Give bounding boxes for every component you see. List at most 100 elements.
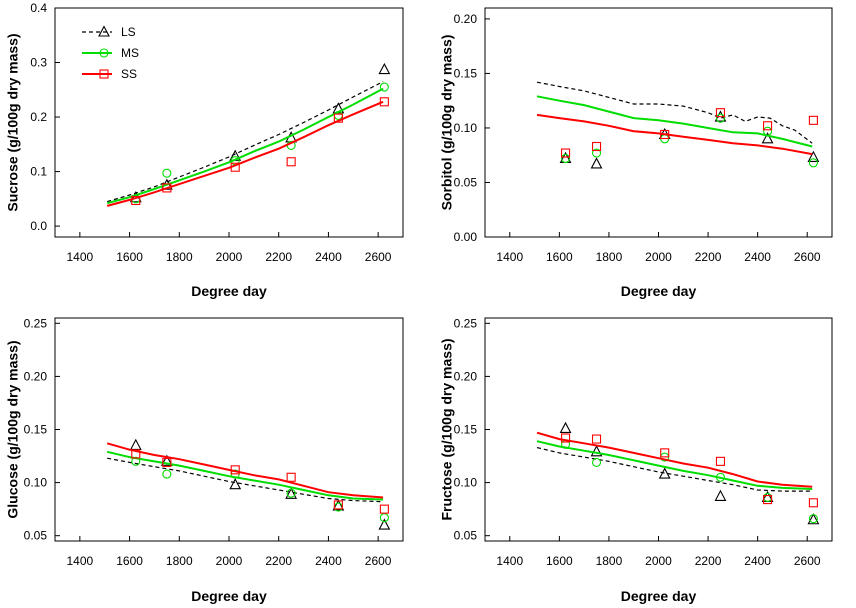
legend-label-ss: SS	[121, 67, 137, 81]
data-point-ss	[230, 465, 240, 475]
y-tick-label: 0.15	[454, 66, 478, 80]
x-tick-label: 1800	[166, 250, 193, 264]
x-tick-label: 1800	[166, 554, 193, 568]
data-point-ss	[591, 434, 602, 444]
chart-panel-2: 1400 1600 1800 2000 2200 2400 2600 0.00 0.05 0.10…	[439, 7, 833, 299]
y-axis-title: Sorbitol (g/100g dry mass)	[439, 35, 455, 211]
data-point-ms	[162, 469, 172, 479]
data-point-ss	[808, 115, 818, 125]
y-tick-label: 0.20	[454, 12, 478, 26]
data-point-ls	[160, 454, 173, 466]
data-point-ss	[131, 195, 141, 206]
chart-panel-3: 1400 1600 1800 2000 2200 2400 2600 0.05 0.10 0.15…	[5, 316, 404, 604]
series-line-ls	[536, 81, 813, 144]
data-point-ss	[715, 456, 726, 466]
data-point-ms	[591, 148, 602, 158]
data-point-ms	[763, 126, 773, 136]
y-tick-label: 0.4	[30, 1, 47, 15]
y-tick-label: 0.10	[24, 476, 48, 490]
data-point-ms	[131, 456, 141, 466]
series-line-ms	[106, 450, 384, 501]
data-point-ss	[379, 97, 389, 107]
data-point-ms	[286, 488, 296, 498]
x-tick-label: 2400	[315, 554, 342, 568]
data-point-ss	[162, 183, 172, 193]
data-point-ls	[807, 513, 820, 525]
y-tick-label: 0.2	[30, 110, 47, 124]
x-tick-label: 2600	[794, 554, 821, 568]
x-tick-label: 1400	[67, 554, 94, 568]
series-line-ss	[536, 113, 813, 156]
data-point-ms	[715, 472, 726, 482]
data-point-ss	[660, 129, 670, 140]
y-axis-title: Fructose (g/100g dry mass)	[439, 338, 455, 520]
x-tick-label: 2400	[315, 250, 342, 264]
data-point-ss	[660, 448, 670, 458]
data-point-ls	[332, 499, 345, 511]
data-point-ls	[590, 157, 603, 169]
data-point-ls	[378, 62, 391, 75]
data-point-ms	[162, 168, 172, 178]
legend-label-ms: MS	[121, 46, 139, 60]
data-point-ss	[808, 498, 818, 508]
chart-panel-1: 1400 1600 1800 2000 2200 2400 2600 0.0 0.1 0.2 0.3…	[5, 1, 404, 299]
data-point-ls	[378, 518, 391, 530]
series-line-ls	[107, 81, 384, 203]
data-point-ms	[561, 153, 571, 164]
y-tick-label: 0.25	[454, 316, 478, 330]
data-point-ss	[561, 433, 571, 443]
x-tick-label: 1600	[116, 250, 143, 264]
data-point-ms	[715, 113, 726, 123]
series-line-ss	[106, 442, 384, 499]
plot-frame	[484, 317, 833, 542]
data-point-ss	[763, 495, 773, 505]
plot-frame	[484, 7, 833, 238]
x-tick-label: 1600	[116, 554, 143, 568]
data-point-ms	[808, 514, 818, 524]
y-axis-title: Sucrose (g/100g dry mass)	[5, 33, 21, 211]
data-point-ms	[808, 158, 818, 168]
x-tick-label: 2200	[695, 554, 722, 568]
x-tick-label: 2000	[216, 250, 243, 264]
data-point-ss	[131, 449, 141, 459]
x-axis-title: Degree day	[621, 283, 697, 299]
chart-panel-4: 1400 1600 1800 2000 2200 2400 2600 0.05 0.10 0.15…	[439, 316, 833, 604]
x-axis-title: Degree day	[191, 283, 267, 299]
y-axis-title: Glucose (g/100g dry mass)	[5, 340, 21, 518]
data-point-ls	[714, 489, 727, 501]
x-tick-label: 2000	[216, 554, 243, 568]
legend-marker-ms	[99, 48, 109, 58]
x-tick-label: 1400	[496, 554, 523, 568]
data-point-ls	[590, 445, 603, 457]
data-point-ls	[807, 150, 820, 162]
data-point-ss	[286, 472, 296, 482]
series-line-ls	[536, 447, 813, 492]
data-point-ls	[658, 467, 671, 479]
series-line-ss	[536, 431, 813, 488]
y-tick-label: 0.10	[454, 121, 478, 135]
x-tick-label: 2600	[365, 554, 392, 568]
legend-marker-ss	[99, 69, 109, 79]
data-point-ms	[591, 457, 602, 467]
data-point-ss	[561, 148, 571, 158]
y-tick-label: 0.3	[30, 56, 47, 70]
data-point-ls	[761, 132, 774, 144]
data-point-ms	[379, 82, 389, 92]
y-tick-label: 0.05	[454, 529, 478, 543]
x-tick-label: 2000	[645, 250, 672, 264]
x-tick-label: 1400	[496, 250, 523, 264]
data-point-ss	[715, 108, 726, 118]
x-tick-label: 2600	[365, 250, 392, 264]
y-tick-label: 0.00	[454, 230, 478, 244]
series-line-ms	[536, 440, 813, 490]
data-point-ss	[333, 500, 343, 510]
data-point-ss	[333, 113, 343, 123]
x-tick-label: 1800	[596, 554, 623, 568]
x-tick-label: 2200	[695, 250, 722, 264]
data-point-ls	[559, 421, 572, 433]
series-line-ms	[106, 87, 384, 205]
y-tick-label: 0.25	[24, 316, 48, 330]
y-tick-label: 0.20	[24, 369, 48, 383]
x-tick-label: 2600	[794, 250, 821, 264]
